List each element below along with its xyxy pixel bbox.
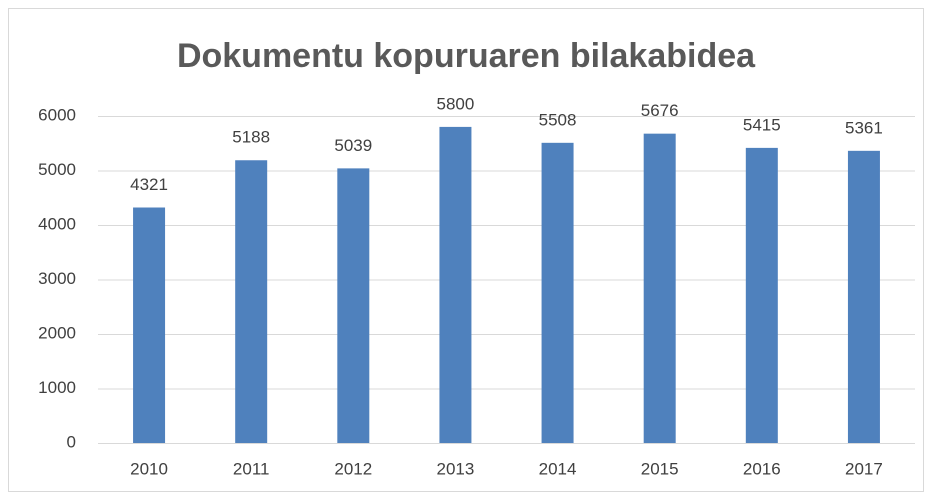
y-tick-label: 4000	[38, 214, 76, 233]
y-tick-label: 6000	[38, 105, 76, 124]
data-label: 5039	[334, 136, 372, 155]
x-tick-label: 2016	[743, 459, 781, 478]
data-label: 4321	[130, 175, 168, 194]
x-tick-label: 2010	[130, 459, 168, 478]
bar	[439, 126, 472, 444]
bar	[847, 150, 880, 443]
y-tick-label: 3000	[38, 269, 76, 288]
data-label: 5676	[641, 101, 679, 120]
y-tick-label: 5000	[38, 160, 76, 179]
bar	[337, 168, 370, 443]
bar	[745, 147, 778, 443]
data-label: 5415	[743, 115, 781, 134]
bar	[643, 133, 676, 443]
x-tick-label: 2011	[233, 459, 270, 478]
y-tick-label: 2000	[38, 323, 76, 342]
x-tick-label: 2012	[334, 459, 372, 478]
data-label: 5508	[539, 110, 577, 129]
x-tick-label: 2017	[845, 459, 883, 478]
y-tick-label: 1000	[38, 378, 76, 397]
x-tick-label: 2014	[539, 459, 577, 478]
data-label: 5361	[845, 118, 883, 137]
x-tick-label: 2013	[437, 459, 475, 478]
data-label: 5800	[437, 94, 475, 113]
bar	[235, 160, 268, 443]
chart-title: Dokumentu kopuruaren bilakabidea	[177, 37, 756, 75]
bar	[133, 207, 166, 443]
y-tick-label: 0	[67, 432, 76, 451]
data-label: 5188	[232, 128, 270, 147]
bar	[541, 142, 574, 443]
x-tick-label: 2015	[641, 459, 679, 478]
